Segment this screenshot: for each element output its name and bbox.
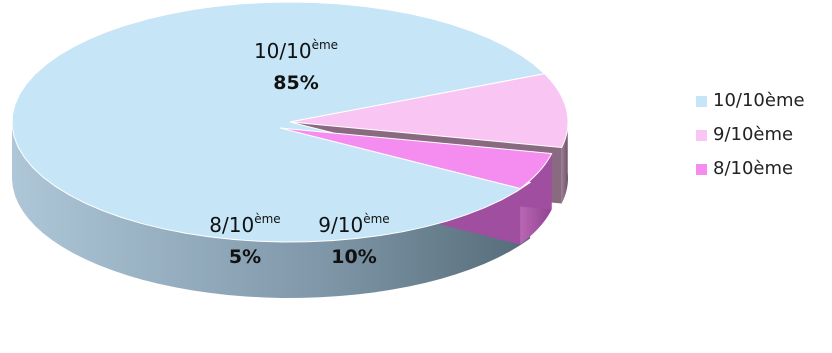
slice-percent-label: 85% xyxy=(273,72,318,94)
slice-percent-label: 10% xyxy=(331,246,376,268)
slice-label: 10/10ème xyxy=(254,38,338,63)
pie-slice xyxy=(289,73,569,149)
slice-label: 9/10ème xyxy=(318,212,389,237)
legend-label: 9/10ème xyxy=(713,124,794,145)
pie-slice-side xyxy=(12,123,531,298)
legend-swatch xyxy=(696,96,707,107)
legend-swatch xyxy=(696,164,707,175)
legend-label: 8/10ème xyxy=(713,158,794,179)
slice-percent-label: 5% xyxy=(229,246,261,268)
pie-slice xyxy=(11,1,546,243)
legend-swatch xyxy=(696,130,707,141)
legend-label: 10/10ème xyxy=(713,90,805,111)
pie-slice xyxy=(279,127,553,190)
pie-slice-side xyxy=(561,116,568,204)
slice-label: 8/10ème xyxy=(209,212,280,237)
